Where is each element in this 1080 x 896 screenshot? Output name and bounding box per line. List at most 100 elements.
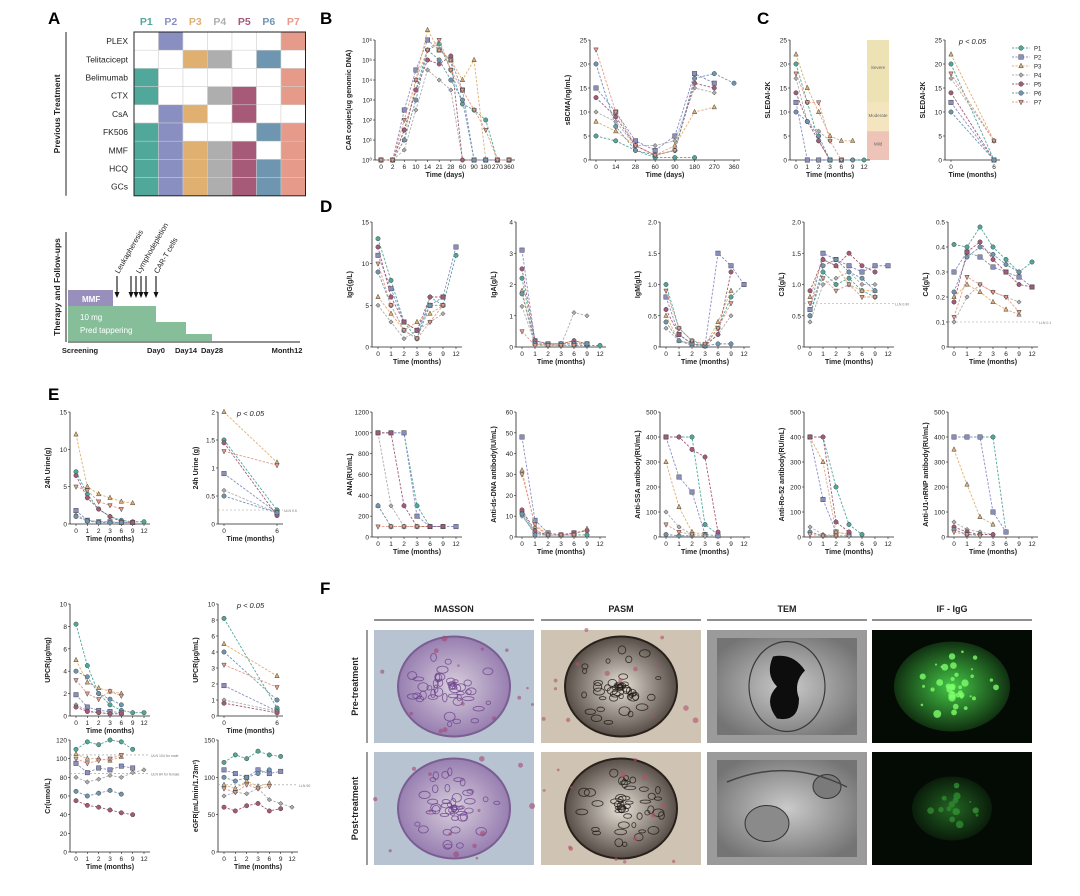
data-point [107,772,113,779]
data-point [107,514,113,519]
data-point [991,138,997,145]
capillary-loop [464,807,474,814]
data-point [859,295,865,301]
fluorescent-deposit [975,813,979,817]
x-tick-label: 6 [268,856,272,863]
data-point [519,329,525,335]
x-tick-label: 6 [275,528,279,535]
fluorescent-deposit [993,684,999,691]
treatment-label: FK506 [103,127,128,137]
y-tick-label: 40 [60,812,68,819]
data-point [427,320,433,326]
data-point [244,777,250,784]
series-line [223,802,281,812]
data-point [278,800,284,807]
y-tick-label: 2 [63,691,67,698]
data-point [977,244,983,250]
y-axis-label: UPCR(μg/mg) [45,637,52,683]
patient-header: P6 [262,16,275,28]
x-tick-label: 3 [847,541,851,548]
data-point [676,524,682,530]
fluorescent-deposit [952,703,959,710]
data-point [689,532,695,538]
y-tick-label: 10¹ [363,138,373,145]
y-tick-label: 0 [509,345,513,352]
data-point [424,48,431,54]
y-axis-label: Cr(umol/L) [45,778,52,813]
y-tick-label: 50 [506,430,514,437]
data-point [388,303,394,309]
y-tick-label: 0 [583,158,587,165]
patient-header: P4 [213,16,226,28]
capillary-loop [436,665,449,674]
data-point [977,513,983,519]
y-tick-label: 10 [580,110,588,117]
x-axis-label: Time (months) [393,549,441,556]
stained-cell [433,648,439,654]
legend-label: P4 [1034,74,1042,80]
fluorescent-deposit [941,663,949,671]
data-point [663,458,669,464]
data-point [1003,262,1009,267]
y-tick-label: 0 [941,535,945,542]
data-point [1018,99,1024,106]
data-point [715,332,721,337]
x-tick-label: 3 [703,351,707,358]
series-line [795,78,831,142]
y-tick-label: 1000 [355,430,370,437]
panel-f-histology: MASSON PASM TEM IF - IgG Pre-treatment Post-t… [350,604,1032,865]
data-point [948,51,954,57]
fluorescent-deposit [952,808,960,816]
heatmap-cell [158,177,184,197]
data-point [375,524,381,530]
data-point [221,449,227,455]
capillary-loop [443,843,453,849]
data-point [663,288,669,295]
capillary-loop [466,687,477,696]
data-point [401,319,407,325]
heatmap-cell [280,68,306,87]
y-tick-label: 0.2 [936,295,945,302]
y-tick-label: 0.4 [936,245,945,252]
data-point [413,87,419,93]
data-point [833,263,839,269]
data-point [73,788,79,794]
data-point [593,85,599,91]
y-tick-label: 0 [797,345,801,352]
heatmap-cell [158,68,184,87]
data-point [130,499,136,506]
capillary-loop [623,785,637,791]
x-tick-label: 6 [428,541,432,548]
treatment-label: CsA [112,109,128,119]
data-point [584,532,590,538]
data-point [96,697,102,703]
series-line [953,526,993,535]
data-point [793,51,799,57]
capillary-loop [442,840,453,850]
x-tick-label: 12 [452,541,460,548]
stained-cell [491,716,497,721]
y-axis-label: IgG(g/L) [347,271,354,298]
x-tick-label: 2 [690,541,694,548]
y-tick-label: 1.5 [206,438,215,445]
data-point [964,254,970,260]
capillary-loop [457,813,468,822]
patient-header: P3 [189,16,202,28]
capillary-loop [458,805,465,810]
histology-column-header: IF - IgG [937,604,968,614]
capillary-loop [451,815,459,821]
data-point [436,77,442,83]
data-point [73,704,79,710]
side-label: Therapy and Follow-ups [52,238,62,336]
data-point [951,315,957,321]
data-point [827,138,833,145]
data-point [689,338,695,345]
arrow-head [114,292,120,298]
series-line [795,54,853,142]
pred-bar [68,306,156,342]
stained-cell [683,705,689,711]
series-line [223,702,278,714]
data-point [73,431,79,437]
heatmap-cell [182,104,208,124]
